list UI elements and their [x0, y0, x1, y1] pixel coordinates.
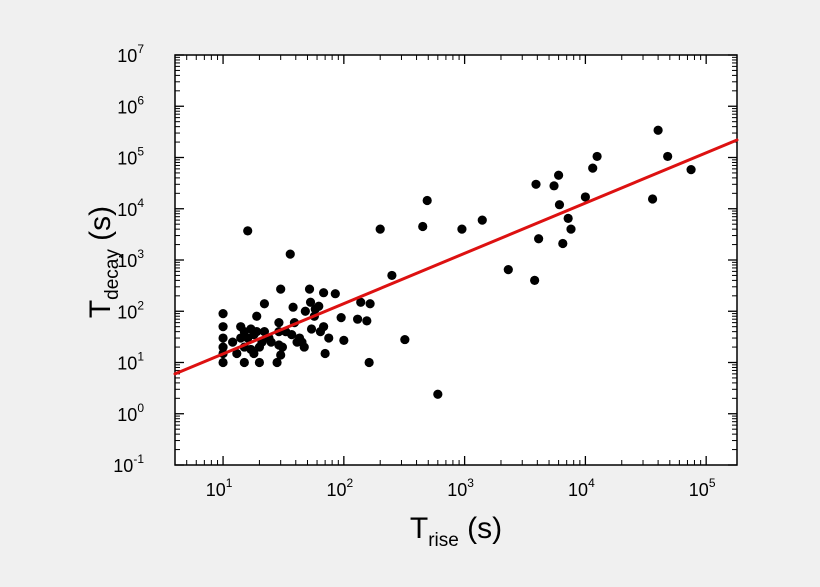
- data-point: [558, 238, 568, 249]
- data-point: [252, 311, 262, 321]
- data-point: [252, 327, 262, 337]
- data-point: [534, 234, 544, 244]
- y-tick-label: 104: [117, 196, 144, 220]
- data-point: [218, 322, 228, 332]
- data-point: [319, 322, 329, 332]
- data-point: [387, 270, 397, 281]
- data-point: [287, 330, 297, 340]
- data-point: [566, 224, 576, 234]
- data-point: [285, 249, 295, 259]
- data-point: [563, 213, 573, 223]
- y-tick-label: 103: [117, 247, 144, 271]
- data-point: [276, 350, 286, 360]
- data-point: [422, 195, 432, 206]
- data-point: [243, 226, 253, 236]
- data-point: [259, 327, 270, 337]
- data-point: [249, 348, 259, 359]
- x-tick-label: 104: [568, 476, 595, 500]
- x-tick-label: 105: [689, 476, 716, 500]
- data-point: [336, 313, 346, 323]
- data-point: [320, 348, 330, 359]
- data-point: [300, 306, 310, 316]
- data-point: [274, 318, 284, 328]
- y-tick-label: 105: [117, 145, 144, 169]
- x-tick-label: 101: [206, 476, 233, 500]
- data-point: [324, 333, 334, 343]
- data-point: [553, 170, 564, 180]
- data-point: [330, 289, 340, 299]
- data-point: [272, 357, 282, 368]
- data-point: [554, 200, 565, 210]
- y-tick-label: 102: [117, 298, 144, 322]
- data-point: [276, 284, 286, 294]
- x-axis-title-unit: (s): [459, 512, 502, 545]
- data-point: [306, 324, 317, 334]
- x-axis-title: Trise (s): [410, 512, 502, 551]
- data-point: [353, 314, 363, 324]
- data-point: [362, 316, 372, 326]
- y-axis-title-sub: decay: [102, 249, 123, 300]
- data-point: [288, 302, 298, 312]
- data-points: [218, 125, 696, 399]
- y-axis-title-base: T: [84, 300, 117, 318]
- data-point: [339, 335, 349, 345]
- data-point: [364, 357, 374, 368]
- y-tick-label: 101: [117, 350, 144, 374]
- data-point: [433, 389, 443, 399]
- data-point: [254, 357, 265, 368]
- data-point: [375, 224, 385, 234]
- y-tick-label: 107: [117, 42, 144, 66]
- x-tick-label: 102: [326, 476, 353, 500]
- data-point: [356, 297, 366, 307]
- data-point: [266, 337, 276, 347]
- major-ticks: [175, 54, 737, 466]
- data-point: [647, 194, 658, 204]
- data-point: [457, 224, 467, 234]
- x-axis-title-sub: rise: [428, 530, 459, 551]
- data-point: [477, 215, 487, 225]
- data-point: [653, 125, 663, 135]
- data-point: [218, 342, 228, 352]
- y-tick-labels: 10-1 100 101 102 103 104 105 106 107: [113, 42, 144, 476]
- y-tick-label: 100: [117, 401, 144, 425]
- y-axis-title: Tdecay (s): [84, 206, 123, 318]
- data-point: [304, 284, 315, 294]
- data-point: [686, 165, 696, 175]
- data-point: [530, 275, 540, 285]
- data-point: [588, 163, 598, 173]
- data-point: [365, 299, 375, 309]
- minor-ticks: [174, 55, 737, 465]
- data-point: [503, 264, 513, 275]
- data-point: [418, 221, 428, 232]
- data-point: [299, 342, 309, 352]
- data-point: [239, 357, 249, 368]
- data-point: [228, 337, 238, 347]
- data-point: [218, 357, 228, 368]
- fit-line: [173, 138, 739, 376]
- data-point: [218, 308, 228, 319]
- data-point: [319, 288, 329, 298]
- y-tick-label: 106: [117, 93, 144, 117]
- y-tick-label: 10-1: [113, 452, 144, 476]
- data-point: [531, 179, 541, 189]
- x-axis-title-base: T: [410, 512, 428, 545]
- data-point: [305, 297, 316, 307]
- data-point: [277, 342, 288, 352]
- data-point: [314, 301, 324, 311]
- data-point: [592, 151, 602, 162]
- x-tick-label: 103: [447, 476, 474, 500]
- data-point: [580, 192, 590, 202]
- x-tick-labels: 101 102 103 104 105: [206, 476, 716, 500]
- data-point: [259, 299, 270, 309]
- data-point: [400, 334, 410, 345]
- data-point: [549, 181, 559, 191]
- y-axis-title-unit: (s): [84, 206, 117, 249]
- data-point: [232, 348, 242, 359]
- plot-area: [174, 54, 738, 466]
- data-point: [663, 151, 673, 162]
- data-point: [218, 333, 228, 343]
